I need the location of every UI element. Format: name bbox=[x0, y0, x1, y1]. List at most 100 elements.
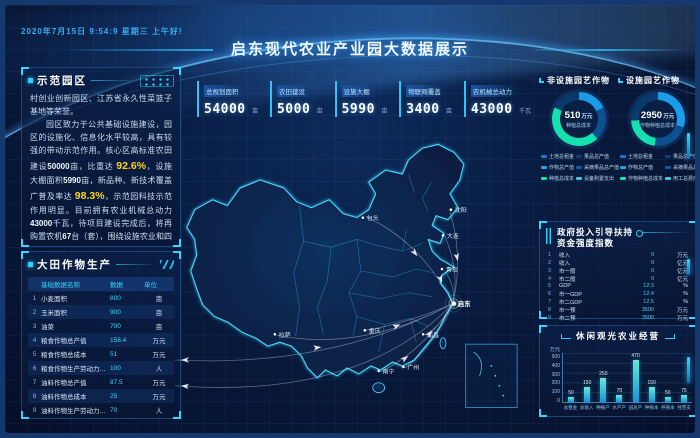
x-tick-label: 园总产 bbox=[628, 405, 643, 410]
row-name: 小麦面积 bbox=[41, 296, 67, 303]
bracket-left-icon bbox=[560, 333, 571, 339]
table-row: 3 市一般 0 亿元 bbox=[548, 267, 688, 275]
kpi-value: 54000 bbox=[204, 102, 246, 117]
city-dot bbox=[441, 234, 445, 237]
donut-header-facility: 设施园艺作物 bbox=[618, 75, 695, 86]
kpi-stat: 设施大棚 5990 亩 bbox=[334, 81, 388, 117]
legend-label: 采摘果品总产值 bbox=[673, 165, 695, 171]
kpi-value: 43000 bbox=[470, 102, 513, 117]
city-label: 拉萨 bbox=[279, 331, 291, 339]
legend-item: 作物种植总成本 bbox=[620, 175, 663, 182]
row-unit: % bbox=[683, 291, 688, 298]
row-number: 7 bbox=[32, 378, 37, 386]
edge-accent bbox=[687, 259, 690, 275]
panel-gov-investment: 政府投入引导扶持 资金强度指数 1 收入 0 万元 2 收入 0 亿元 bbox=[539, 221, 695, 322]
bar-column: 70 bbox=[613, 353, 625, 402]
row-value: 158.4 bbox=[110, 336, 127, 344]
row-value: 0 bbox=[650, 260, 654, 267]
table-row: 1 小麦面积 800 亩 bbox=[28, 291, 174, 305]
bar-column: 50 bbox=[662, 353, 674, 402]
y-tick: 200 bbox=[551, 380, 560, 387]
row-number: 6 bbox=[32, 364, 37, 372]
city-label: 启东 bbox=[458, 299, 471, 308]
row-value: 100 bbox=[110, 364, 121, 372]
legend-item: 果品总产值 bbox=[665, 153, 695, 160]
kpi-stats-bar: 总规划面积 54000 亩 农田建设 5000 亩 设施大棚 5990 亩 bbox=[197, 81, 531, 117]
bar-value-label: 75 bbox=[681, 387, 687, 394]
donut-value-number: 510 bbox=[564, 109, 581, 121]
row-name: 玉米面积 bbox=[41, 310, 67, 317]
plane-icon bbox=[425, 330, 433, 339]
legend-item: 采摘果品总产值 bbox=[665, 164, 695, 171]
panel-title: 示范园区 bbox=[37, 75, 87, 87]
table-row: 7 油料作物总产值 87.5 万元 bbox=[28, 375, 174, 389]
corner-bracket-icon bbox=[618, 78, 623, 83]
kpi-value-row: 54000 亩 bbox=[204, 100, 258, 118]
table-row: 3 油菜 700 亩 bbox=[28, 319, 174, 333]
kpi-unit: 亩 bbox=[381, 109, 388, 115]
bars-icon bbox=[546, 228, 553, 244]
table-header: 基础数据名称 数据 单位 bbox=[28, 277, 174, 291]
donut-center: 510万元 种植总成本 bbox=[552, 92, 606, 146]
legend-item: 果品总产值 bbox=[576, 153, 619, 160]
panel-title-line2: 资金强度指数 bbox=[557, 237, 615, 248]
plane-icon bbox=[392, 324, 401, 330]
legend-item: 作物总产值 bbox=[541, 164, 574, 171]
edge-accent bbox=[687, 133, 690, 159]
row-value: 51 bbox=[110, 350, 118, 358]
row-unit: % bbox=[683, 298, 688, 305]
row-number: 5 bbox=[32, 350, 37, 358]
dots-grid-icon bbox=[140, 74, 174, 87]
row-number: 7 bbox=[548, 298, 552, 305]
slash-decoration-icon bbox=[160, 260, 174, 269]
plane-icons bbox=[180, 248, 459, 390]
row-unit: 亩 bbox=[155, 310, 163, 317]
legend-swatch bbox=[576, 155, 583, 158]
row-number: 8 bbox=[32, 392, 37, 400]
bar-value-label: 250 bbox=[599, 370, 608, 377]
legend-label: 采摘果品总产值 bbox=[584, 165, 620, 171]
donut-charts: 510万元 种植总成本 2950万元 作物种植总成本 bbox=[539, 92, 695, 146]
legend-item: 土地总租金 bbox=[541, 153, 574, 160]
row-number: 9 bbox=[32, 406, 37, 414]
legend-label: 用工总费用 bbox=[673, 176, 695, 182]
page-title: 启东现代农业产业园大数据展示 bbox=[5, 38, 695, 59]
row-value: 87.5 bbox=[110, 378, 123, 386]
legend-swatch bbox=[665, 177, 672, 180]
kpi-unit: 亩 bbox=[316, 109, 323, 115]
row-unit: 亿元 bbox=[676, 276, 688, 283]
legend-swatch bbox=[541, 155, 547, 158]
donut-value-unit: 万元 bbox=[663, 113, 675, 120]
kpi-value: 3400 bbox=[406, 102, 440, 117]
legend-label: 作物总产值 bbox=[549, 165, 575, 171]
y-axis-ticks: 0 100 200 300 400 500 bbox=[544, 354, 562, 404]
title-line-right bbox=[535, 48, 685, 51]
bar-value-label: 150 bbox=[647, 380, 656, 387]
gov-table: 1 收入 0 万元 2 收入 0 亿元 3 市一般 0 亿元 bbox=[548, 251, 688, 321]
kpi-value: 5990 bbox=[341, 102, 375, 117]
kpi-unit: 千瓦 bbox=[518, 109, 531, 115]
row-number: 1 bbox=[32, 294, 37, 302]
kpi-value-row: 5000 亩 bbox=[277, 100, 323, 118]
bar bbox=[616, 395, 623, 402]
row-name: 市一GDP bbox=[559, 292, 582, 299]
divider-line bbox=[91, 80, 136, 81]
kpi-stat: 总规划面积 54000 亩 bbox=[197, 81, 258, 117]
panel-demonstration-park: 示范园区 村创业创新园区、江苏省永久性菜篮子基地等荣誉。 园区致力于公共基础设施建… bbox=[21, 67, 181, 247]
plane-icon bbox=[410, 248, 418, 257]
panel-header: 政府投入引导扶持 资金强度指数 bbox=[540, 222, 695, 250]
plot-area: 50 150 250 70 bbox=[562, 353, 692, 403]
row-unit: 万元 bbox=[152, 394, 166, 401]
y-tick: 400 bbox=[551, 362, 560, 369]
legend-item: 土地总租金 bbox=[620, 153, 663, 160]
row-name: 粮食作物总产值 bbox=[41, 338, 87, 345]
panel-horticulture-donuts: 非设施园艺作物 设施园艺作物 510万元 种植总成本 2950万元 bbox=[539, 75, 695, 215]
row-unit: % bbox=[683, 283, 688, 290]
table-row: 4 市二般 0 亿元 bbox=[548, 275, 688, 283]
row-unit: 万元 bbox=[676, 307, 688, 314]
panel-leisure-agriculture: 休闲观光农业经营 万元 0 100 200 300 400 500 50 bbox=[539, 325, 695, 417]
bar-chart: 万元 0 100 200 300 400 500 50 150 bbox=[540, 342, 695, 404]
table-body: 1 小麦面积 800 亩 2 玉米面积 900 亩 3 油菜 700 亩 bbox=[28, 291, 174, 417]
